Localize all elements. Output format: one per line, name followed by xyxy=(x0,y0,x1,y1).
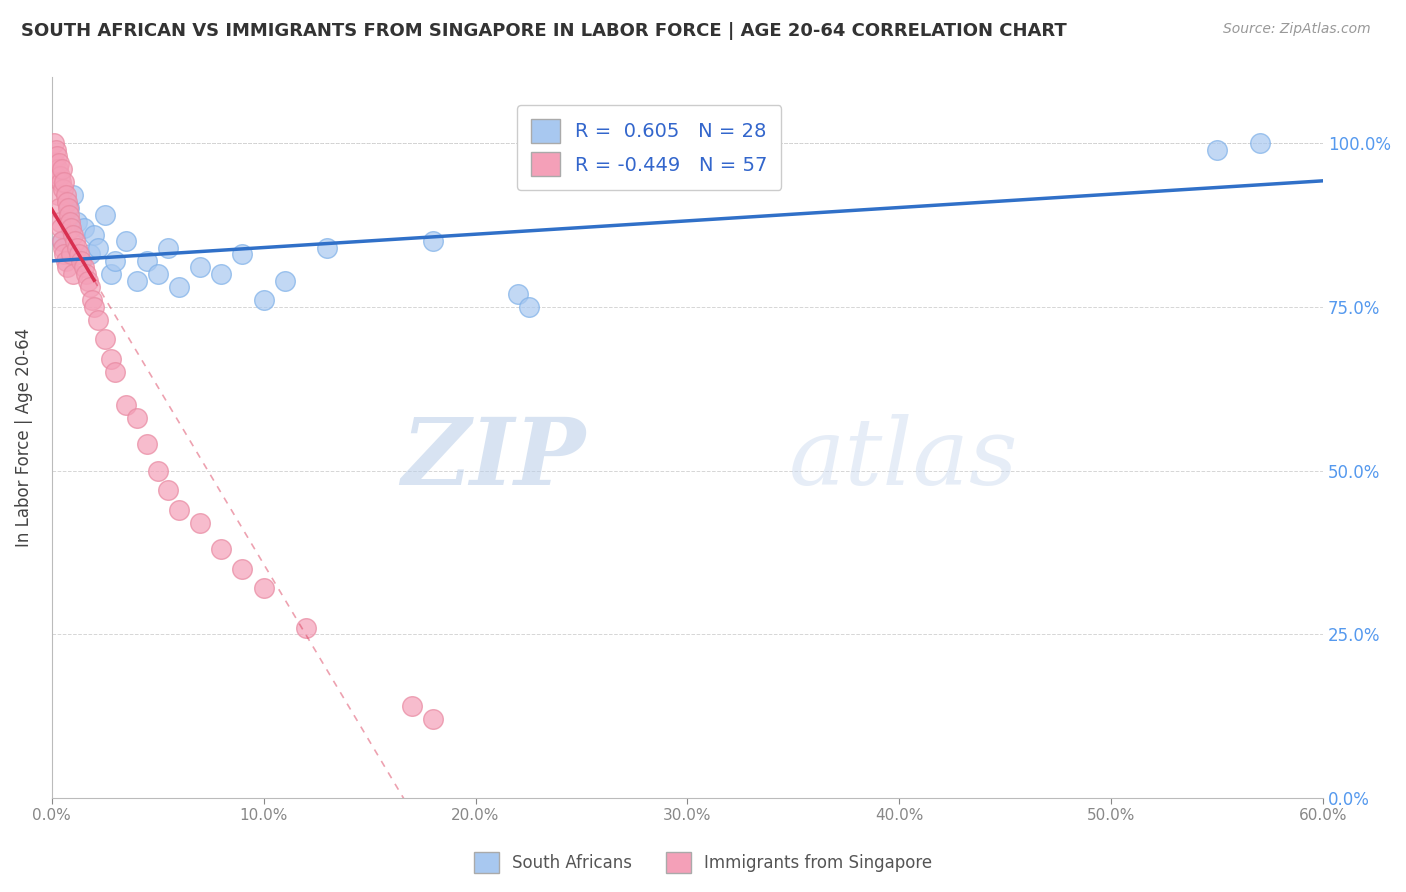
Legend: South Africans, Immigrants from Singapore: South Africans, Immigrants from Singapor… xyxy=(467,846,939,880)
Point xyxy=(66,241,89,255)
Point xyxy=(79,247,101,261)
Point xyxy=(44,155,66,169)
Point xyxy=(146,463,169,477)
Point xyxy=(51,162,73,177)
Point xyxy=(72,221,94,235)
Point xyxy=(42,136,65,150)
Point xyxy=(52,182,75,196)
Legend: R =  0.605   N = 28, R = -0.449   N = 57: R = 0.605 N = 28, R = -0.449 N = 57 xyxy=(517,105,782,190)
Point xyxy=(58,208,80,222)
Point xyxy=(83,227,105,242)
Point xyxy=(295,621,318,635)
Point xyxy=(125,411,148,425)
Point xyxy=(157,483,180,498)
Point xyxy=(66,214,89,228)
Point xyxy=(146,267,169,281)
Point xyxy=(48,202,70,216)
Point xyxy=(253,582,276,596)
Point xyxy=(46,149,69,163)
Point xyxy=(188,260,211,275)
Point xyxy=(51,175,73,189)
Point xyxy=(70,253,93,268)
Point xyxy=(93,208,115,222)
Point xyxy=(45,169,67,183)
Point xyxy=(231,247,253,261)
Point xyxy=(401,699,423,714)
Point xyxy=(75,267,97,281)
Point xyxy=(100,352,122,367)
Point xyxy=(506,286,529,301)
Point xyxy=(1206,143,1229,157)
Point xyxy=(56,202,79,216)
Text: atlas: atlas xyxy=(789,415,1019,504)
Point xyxy=(49,169,72,183)
Point xyxy=(274,273,297,287)
Point xyxy=(51,234,73,248)
Point xyxy=(49,214,72,228)
Point xyxy=(58,202,80,216)
Point xyxy=(76,273,98,287)
Point xyxy=(136,253,159,268)
Point xyxy=(45,143,67,157)
Point xyxy=(167,280,190,294)
Point xyxy=(53,175,76,189)
Point xyxy=(136,437,159,451)
Point xyxy=(93,333,115,347)
Point xyxy=(72,260,94,275)
Point xyxy=(51,234,73,248)
Point xyxy=(55,260,77,275)
Text: ZIP: ZIP xyxy=(402,415,586,504)
Point xyxy=(167,503,190,517)
Point xyxy=(209,542,232,557)
Point xyxy=(80,293,103,308)
Point xyxy=(55,253,77,268)
Point xyxy=(253,293,276,308)
Point xyxy=(52,241,75,255)
Point xyxy=(46,188,69,202)
Point xyxy=(55,194,77,209)
Point xyxy=(115,398,138,412)
Point xyxy=(1249,136,1271,150)
Point xyxy=(125,273,148,287)
Point xyxy=(55,188,77,202)
Point xyxy=(231,562,253,576)
Point xyxy=(62,188,84,202)
Point xyxy=(63,234,86,248)
Point xyxy=(100,267,122,281)
Point xyxy=(79,280,101,294)
Point xyxy=(87,313,110,327)
Point xyxy=(209,267,232,281)
Point xyxy=(62,227,84,242)
Point xyxy=(316,241,339,255)
Point xyxy=(67,247,90,261)
Point xyxy=(157,241,180,255)
Text: Source: ZipAtlas.com: Source: ZipAtlas.com xyxy=(1223,22,1371,37)
Point xyxy=(48,155,70,169)
Point xyxy=(104,365,127,379)
Point xyxy=(87,241,110,255)
Point xyxy=(59,214,82,228)
Point xyxy=(46,162,69,177)
Point xyxy=(422,713,444,727)
Point xyxy=(188,516,211,530)
Y-axis label: In Labor Force | Age 20-64: In Labor Force | Age 20-64 xyxy=(15,328,32,548)
Point xyxy=(59,247,82,261)
Text: SOUTH AFRICAN VS IMMIGRANTS FROM SINGAPORE IN LABOR FORCE | AGE 20-64 CORRELATIO: SOUTH AFRICAN VS IMMIGRANTS FROM SINGAPO… xyxy=(21,22,1067,40)
Point xyxy=(59,221,82,235)
Point xyxy=(83,300,105,314)
Point xyxy=(115,234,138,248)
Point xyxy=(104,253,127,268)
Point xyxy=(422,234,444,248)
Point xyxy=(517,300,540,314)
Point xyxy=(53,247,76,261)
Point xyxy=(51,221,73,235)
Point xyxy=(62,267,84,281)
